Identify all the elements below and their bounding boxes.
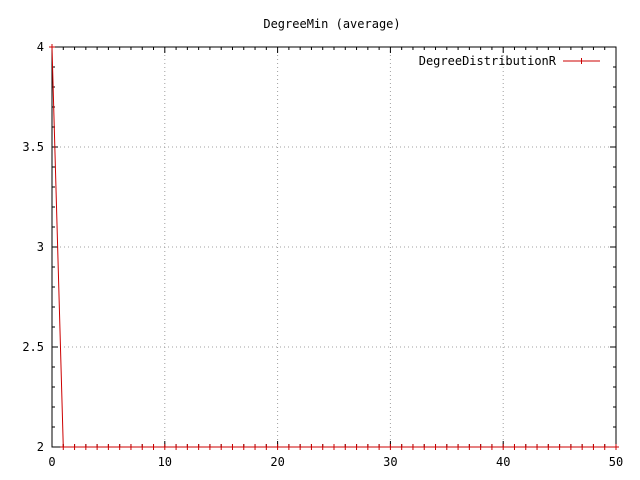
data-point — [94, 444, 101, 450]
data-point — [184, 444, 191, 450]
data-point — [127, 444, 134, 450]
data-point — [579, 444, 586, 450]
data-point — [105, 444, 112, 450]
data-point — [252, 444, 259, 450]
data-point — [263, 444, 270, 450]
data-point — [421, 444, 428, 450]
x-tick-label: 30 — [383, 455, 397, 469]
data-point — [308, 444, 315, 450]
legend: DegreeDistributionR — [419, 54, 600, 68]
grid-lines — [52, 47, 616, 447]
x-tick-label: 20 — [270, 455, 284, 469]
data-point — [285, 444, 292, 450]
data-point — [82, 444, 89, 450]
data-point — [477, 444, 484, 450]
data-point — [173, 444, 180, 450]
data-point — [150, 444, 157, 450]
data-point — [613, 444, 619, 450]
data-point — [601, 444, 608, 450]
data-point — [364, 444, 371, 450]
data-point — [297, 444, 304, 450]
data-point — [398, 444, 405, 450]
data-point — [556, 444, 563, 450]
data-point — [387, 444, 394, 450]
series-layer — [49, 44, 619, 450]
legend-label: DegreeDistributionR — [419, 54, 557, 68]
data-point — [500, 444, 507, 450]
y-tick-label: 2 — [37, 440, 44, 454]
data-point — [376, 444, 383, 450]
data-point — [229, 444, 236, 450]
data-point — [466, 444, 473, 450]
data-point — [195, 444, 202, 450]
x-tick-label: 0 — [48, 455, 55, 469]
y-tick-label: 4 — [37, 40, 44, 54]
y-tick-label: 2.5 — [22, 340, 44, 354]
data-point — [432, 444, 439, 450]
data-point — [545, 444, 552, 450]
data-point — [534, 444, 541, 450]
data-point — [139, 444, 146, 450]
data-point — [511, 444, 518, 450]
data-point — [49, 44, 55, 50]
data-point — [443, 444, 450, 450]
data-point — [488, 444, 495, 450]
x-tick-label: 50 — [609, 455, 623, 469]
chart-title: DegreeMin (average) — [263, 17, 400, 31]
data-point — [319, 444, 326, 450]
data-point — [590, 444, 597, 450]
data-point — [342, 444, 349, 450]
data-point — [71, 444, 78, 450]
data-point — [409, 444, 416, 450]
data-point — [331, 444, 337, 450]
data-point — [60, 444, 67, 450]
y-tick-label: 3 — [37, 240, 44, 254]
x-tick-label: 40 — [496, 455, 510, 469]
y-tick-label: 3.5 — [22, 140, 44, 154]
data-point — [206, 444, 213, 450]
data-point — [274, 444, 281, 450]
data-point — [116, 444, 123, 450]
legend-marker — [578, 58, 585, 64]
data-point — [240, 444, 247, 450]
data-point — [567, 444, 574, 450]
x-tick-label: 10 — [158, 455, 172, 469]
data-point — [353, 444, 360, 450]
tick-labels: 0 10 20 30 40 50 2 2.5 3 3.5 4 — [22, 40, 623, 469]
data-point — [218, 444, 225, 450]
data-point — [161, 444, 168, 450]
data-point — [522, 444, 529, 450]
data-point — [455, 444, 462, 450]
